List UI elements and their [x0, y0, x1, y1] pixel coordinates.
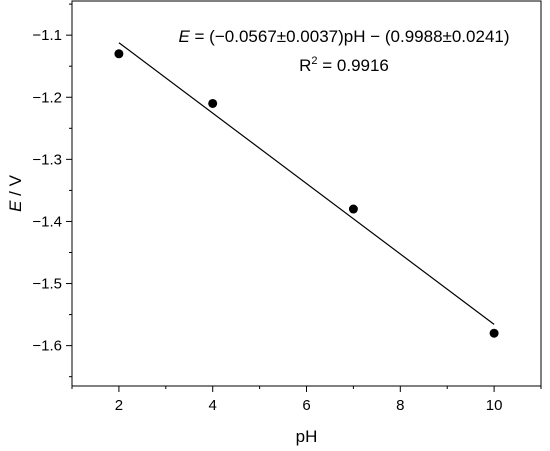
- data-points: [114, 49, 499, 338]
- y-tick-label: −1.5: [32, 276, 62, 293]
- x-tick-label: 6: [302, 397, 310, 414]
- x-tick-label: 10: [486, 397, 503, 414]
- y-tick-label: −1.6: [32, 338, 62, 355]
- data-point: [348, 204, 358, 214]
- fit-equation: E = (−0.0567±0.0037)pH − (0.9988±0.0241): [178, 27, 509, 46]
- data-point: [114, 49, 124, 59]
- fit-equation-variable: E: [178, 27, 190, 46]
- y-axis-variable: E: [6, 200, 25, 212]
- fit-r-squared-value: = 0.9916: [318, 56, 389, 75]
- y-tick-label: −1.1: [32, 27, 62, 44]
- fit-r-squared-base: R: [299, 56, 311, 75]
- plot-frame: [71, 0, 542, 387]
- y-tick-labels: −1.1 −1.2 −1.3 −1.4 −1.5 −1.6: [32, 27, 62, 354]
- x-tick-label: 8: [396, 397, 404, 414]
- fit-equation-body: = (−0.0567±0.0037)pH − (0.9988±0.0241): [190, 27, 510, 46]
- data-point: [489, 328, 499, 338]
- x-tick-label: 4: [209, 397, 217, 414]
- fit-r-squared-exponent: 2: [311, 55, 317, 67]
- x-tick-labels: 2 4 6 8 10: [115, 397, 503, 414]
- y-tick-label: −1.4: [32, 213, 62, 230]
- fit-r-squared: R2 = 0.9916: [299, 55, 389, 75]
- x-tick-label: 2: [115, 397, 123, 414]
- x-axis-title: pH: [296, 427, 318, 446]
- data-point: [208, 98, 218, 108]
- fit-line: [118, 42, 495, 325]
- y-axis-unit: / V: [6, 174, 25, 200]
- y-axis-title: E / V: [6, 174, 25, 212]
- y-tick-label: −1.2: [32, 89, 62, 106]
- y-tick-label: −1.3: [32, 151, 62, 168]
